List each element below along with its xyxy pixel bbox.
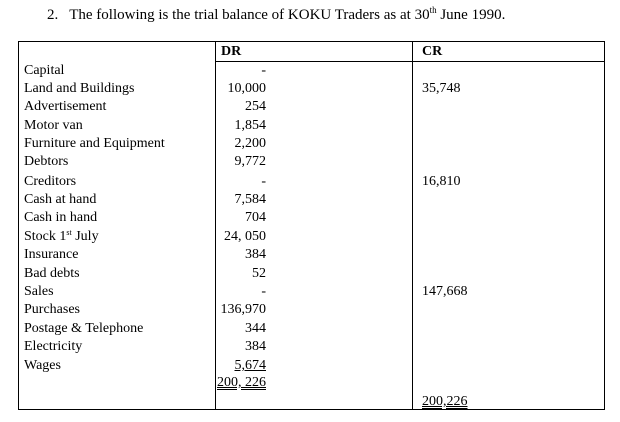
row-dr-postage: 344 xyxy=(245,321,266,336)
row-cr-land-and-buildings: 35,748 xyxy=(422,81,461,96)
row-dr-purchases: 136,970 xyxy=(220,302,267,317)
row-dr-cash-in-hand: 704 xyxy=(245,210,266,225)
row-label-insurance: Insurance xyxy=(24,247,79,262)
heading-text-end: June 1990. xyxy=(436,7,506,23)
row-dr-furniture: 2,200 xyxy=(234,136,267,151)
dr-column-header: DR xyxy=(221,44,242,59)
row-label-electricity: Electricity xyxy=(24,339,83,354)
row-dr-advertisement: 254 xyxy=(245,99,266,114)
question-number: 2. xyxy=(47,7,59,23)
row-label-stock: Stock 1st July xyxy=(24,228,99,245)
row-dr-electricity: 384 xyxy=(245,339,266,354)
header-rule xyxy=(215,61,604,62)
row-cr-sales: 147,668 xyxy=(422,284,468,299)
row-dr-stock: 24, 050 xyxy=(224,229,266,244)
column-divider-dr xyxy=(215,42,216,409)
stock-label-text: Stock 1 xyxy=(24,229,67,244)
row-label-wages: Wages xyxy=(24,358,61,373)
row-dr-capital: - xyxy=(261,63,266,78)
row-label-postage: Postage & Telephone xyxy=(24,321,144,336)
row-dr-bad-debts: 52 xyxy=(252,266,266,281)
row-label-capital: Capital xyxy=(24,63,65,78)
row-label-bad-debts: Bad debts xyxy=(24,266,80,281)
row-label-furniture: Furniture and Equipment xyxy=(24,136,165,151)
total-cr: 200,226 xyxy=(422,394,468,409)
row-dr-motor-van: 1,854 xyxy=(234,118,267,133)
row-label-advertisement: Advertisement xyxy=(24,99,107,114)
row-label-motor-van: Motor van xyxy=(24,118,83,133)
row-dr-land-and-buildings: 10,000 xyxy=(227,81,267,96)
row-label-creditors: Creditors xyxy=(24,174,77,189)
row-dr-debtors: 9,772 xyxy=(234,154,267,169)
row-label-purchases: Purchases xyxy=(24,302,80,317)
row-dr-cash-at-hand: 7,584 xyxy=(234,192,267,207)
row-label-land-and-buildings: Land and Buildings xyxy=(24,81,135,96)
row-label-cash-at-hand: Cash at hand xyxy=(24,192,97,207)
heading-text: The following is the trial balance of KO… xyxy=(69,7,430,23)
row-label-sales: Sales xyxy=(24,284,54,299)
row-label-debtors: Debtors xyxy=(24,154,69,169)
heading-sup: th xyxy=(429,5,437,15)
row-cr-creditors: 16,810 xyxy=(422,174,461,189)
cr-column-header: CR xyxy=(422,44,443,59)
row-dr-wages: 5,674 xyxy=(234,358,267,373)
row-dr-creditors: - xyxy=(261,174,266,189)
row-dr-insurance: 384 xyxy=(245,247,266,262)
column-divider-cr xyxy=(412,42,413,409)
total-dr: 200, 226 xyxy=(217,375,266,390)
row-label-cash-in-hand: Cash in hand xyxy=(24,210,98,225)
stock-label-month: July xyxy=(71,229,99,244)
row-dr-sales: - xyxy=(261,284,266,299)
stock-label-sup: st xyxy=(66,228,72,237)
trial-balance-table: DR CR Capital - Land and Buildings 10,00… xyxy=(18,41,605,410)
document-heading: 2. The following is the trial balance of… xyxy=(47,5,506,24)
